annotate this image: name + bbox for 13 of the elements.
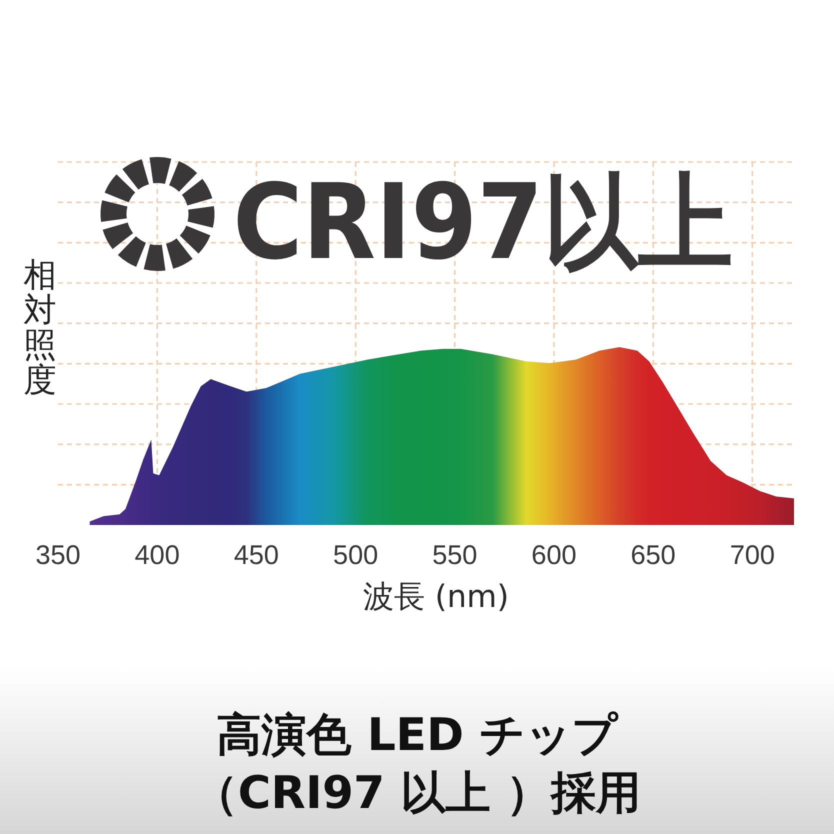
x-tick-label: 600: [531, 540, 576, 570]
x-tick-label: 500: [333, 540, 378, 570]
x-tick-label: 700: [730, 540, 775, 570]
x-axis-title: 波長 (nm): [363, 579, 509, 615]
x-tick-label: 550: [432, 540, 478, 570]
text: （CRI97 以上 ）採用: [192, 766, 642, 819]
x-tick-label: 350: [35, 540, 81, 570]
x-tick-label: 400: [134, 540, 180, 570]
x-tick-label: 650: [630, 540, 676, 570]
chart-title: CRI97以上: [233, 161, 781, 283]
text: 高演色 LED チップ: [216, 708, 619, 761]
x-tick-label: 450: [234, 540, 279, 570]
y-axis-title: 相対照度: [24, 255, 56, 399]
